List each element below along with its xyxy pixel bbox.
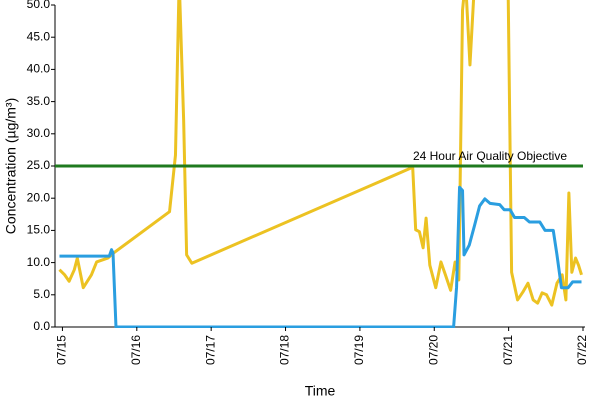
- y-tick-label: 15.0: [27, 223, 51, 237]
- y-axis-title: Concentration (µg/m³): [3, 98, 19, 234]
- y-tick-label: 40.0: [27, 62, 51, 76]
- y-tick-label: 0.0: [33, 319, 50, 333]
- x-tick-label: 07/18: [278, 335, 292, 365]
- y-tick-label: 30.0: [27, 126, 51, 140]
- y-tick-label: 25.0: [27, 158, 51, 172]
- x-tick-label: 07/19: [352, 335, 366, 365]
- y-tick-label: 10.0: [27, 255, 51, 269]
- plot-area: [58, 0, 583, 328]
- y-tick-label: 5.0: [33, 287, 50, 301]
- y-tick-label: 45.0: [27, 29, 51, 43]
- y-tick-label: 50.0: [27, 0, 51, 11]
- x-tick-label: 07/20: [426, 335, 440, 365]
- x-axis-title: Time: [305, 383, 336, 399]
- y-tick-label: 20.0: [27, 190, 51, 204]
- x-tick-label: 07/17: [203, 335, 217, 365]
- y-tick-label: 35.0: [27, 94, 51, 108]
- x-tick-label: 07/22: [575, 335, 589, 365]
- x-tick-label: 07/16: [129, 335, 143, 365]
- x-tick-label: 07/15: [55, 335, 69, 365]
- reference-label: 24 Hour Air Quality Objective: [413, 149, 567, 163]
- x-tick-label: 07/21: [501, 335, 515, 365]
- series-line: [59, 185, 582, 328]
